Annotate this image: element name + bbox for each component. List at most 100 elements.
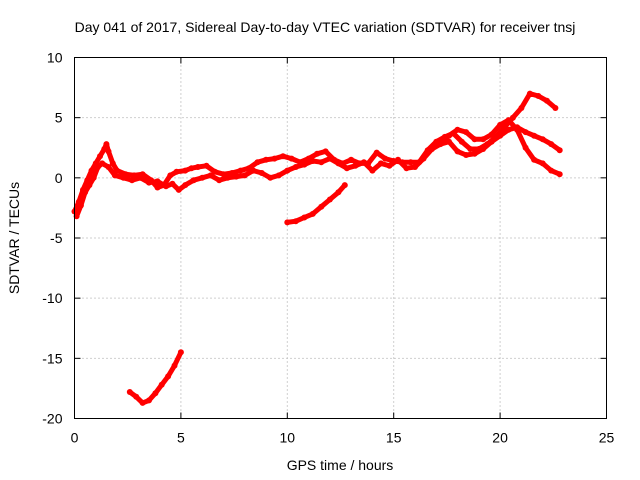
data-point (190, 177, 197, 184)
data-point (341, 182, 348, 189)
data-point (241, 172, 248, 179)
data-point (177, 349, 184, 356)
data-point (522, 144, 529, 151)
data-point (199, 174, 206, 181)
data-point (275, 172, 282, 179)
x-tick-label: 15 (386, 430, 402, 446)
data-point (133, 393, 140, 400)
x-tick-label: 20 (492, 430, 508, 446)
data-point (543, 97, 550, 104)
data-point (326, 155, 333, 162)
data-point (326, 196, 333, 203)
data-point (352, 162, 359, 169)
data-point (90, 174, 97, 181)
y-tick-label: 5 (55, 110, 63, 126)
tick-marks (74, 57, 607, 419)
data-point (377, 160, 384, 167)
data-point (292, 164, 299, 170)
data-point (137, 174, 144, 181)
data-point (97, 153, 103, 160)
x-tick-label: 10 (280, 430, 296, 446)
data-point (403, 165, 410, 172)
data-point (284, 219, 291, 226)
data-point (88, 167, 95, 174)
data-point (343, 165, 350, 172)
data-point (220, 171, 227, 178)
data-point (99, 160, 106, 167)
y-tick-label: 10 (47, 50, 63, 66)
data-point (531, 156, 538, 163)
data-point (488, 138, 495, 145)
data-point (271, 155, 278, 162)
data-point (446, 138, 452, 145)
data-point (348, 156, 355, 163)
data-point (301, 161, 308, 168)
data-point (105, 148, 112, 155)
data-point (360, 159, 367, 166)
data-point (535, 93, 542, 99)
y-tick-label: -20 (42, 411, 62, 427)
data-point (167, 172, 174, 179)
data-point (288, 155, 295, 162)
data-point (488, 131, 495, 138)
data-point (82, 189, 89, 196)
data-point (552, 105, 559, 111)
data-point (267, 174, 274, 181)
data-point (318, 203, 325, 210)
data-point (171, 362, 178, 369)
data-point (182, 182, 189, 189)
data-point (188, 165, 195, 172)
data-point (105, 164, 112, 170)
data-point (129, 177, 135, 184)
data-point (203, 162, 210, 169)
data-point (284, 167, 291, 174)
data-point (429, 146, 435, 152)
data-point (111, 172, 118, 179)
data-point (454, 148, 461, 155)
data-point (480, 146, 487, 152)
data-point (152, 390, 159, 397)
data-point (94, 164, 101, 170)
data-point (412, 164, 418, 170)
data-point (237, 167, 244, 174)
data-point (548, 167, 555, 174)
data-point (526, 90, 533, 97)
data-point (258, 170, 265, 176)
data-point (471, 150, 478, 157)
x-tick-label: 5 (177, 430, 185, 446)
data-point (103, 141, 110, 148)
data-point (292, 218, 299, 225)
data-point (407, 159, 414, 166)
data-point (73, 213, 80, 220)
data-point (86, 182, 93, 189)
data-point (309, 210, 316, 217)
grid-lines (74, 57, 607, 419)
data-point (369, 167, 376, 174)
data-point (335, 160, 342, 167)
data-point (454, 126, 461, 133)
y-axis-label: SDTVAR / TECUs (6, 182, 22, 294)
y-tick-label: 0 (55, 170, 63, 186)
data-point (301, 214, 308, 221)
data-point (505, 126, 512, 133)
data-point (173, 168, 180, 175)
data-point (250, 167, 257, 174)
data-point (263, 156, 269, 163)
data-point (216, 177, 223, 184)
data-point (386, 162, 393, 169)
data-point (146, 179, 152, 186)
data-point (211, 168, 218, 175)
data-point (522, 129, 529, 136)
data-point (539, 136, 546, 143)
data-point (446, 132, 452, 139)
data-point (280, 153, 286, 160)
y-tick-label: -5 (50, 230, 63, 246)
data-point (126, 389, 133, 395)
x-axis-label: GPS time / hours (287, 457, 394, 473)
data-point (322, 148, 329, 155)
data-point (233, 173, 240, 180)
data-point (318, 159, 325, 166)
data-point (224, 174, 231, 181)
data-point (556, 171, 563, 178)
data-point (437, 138, 444, 145)
